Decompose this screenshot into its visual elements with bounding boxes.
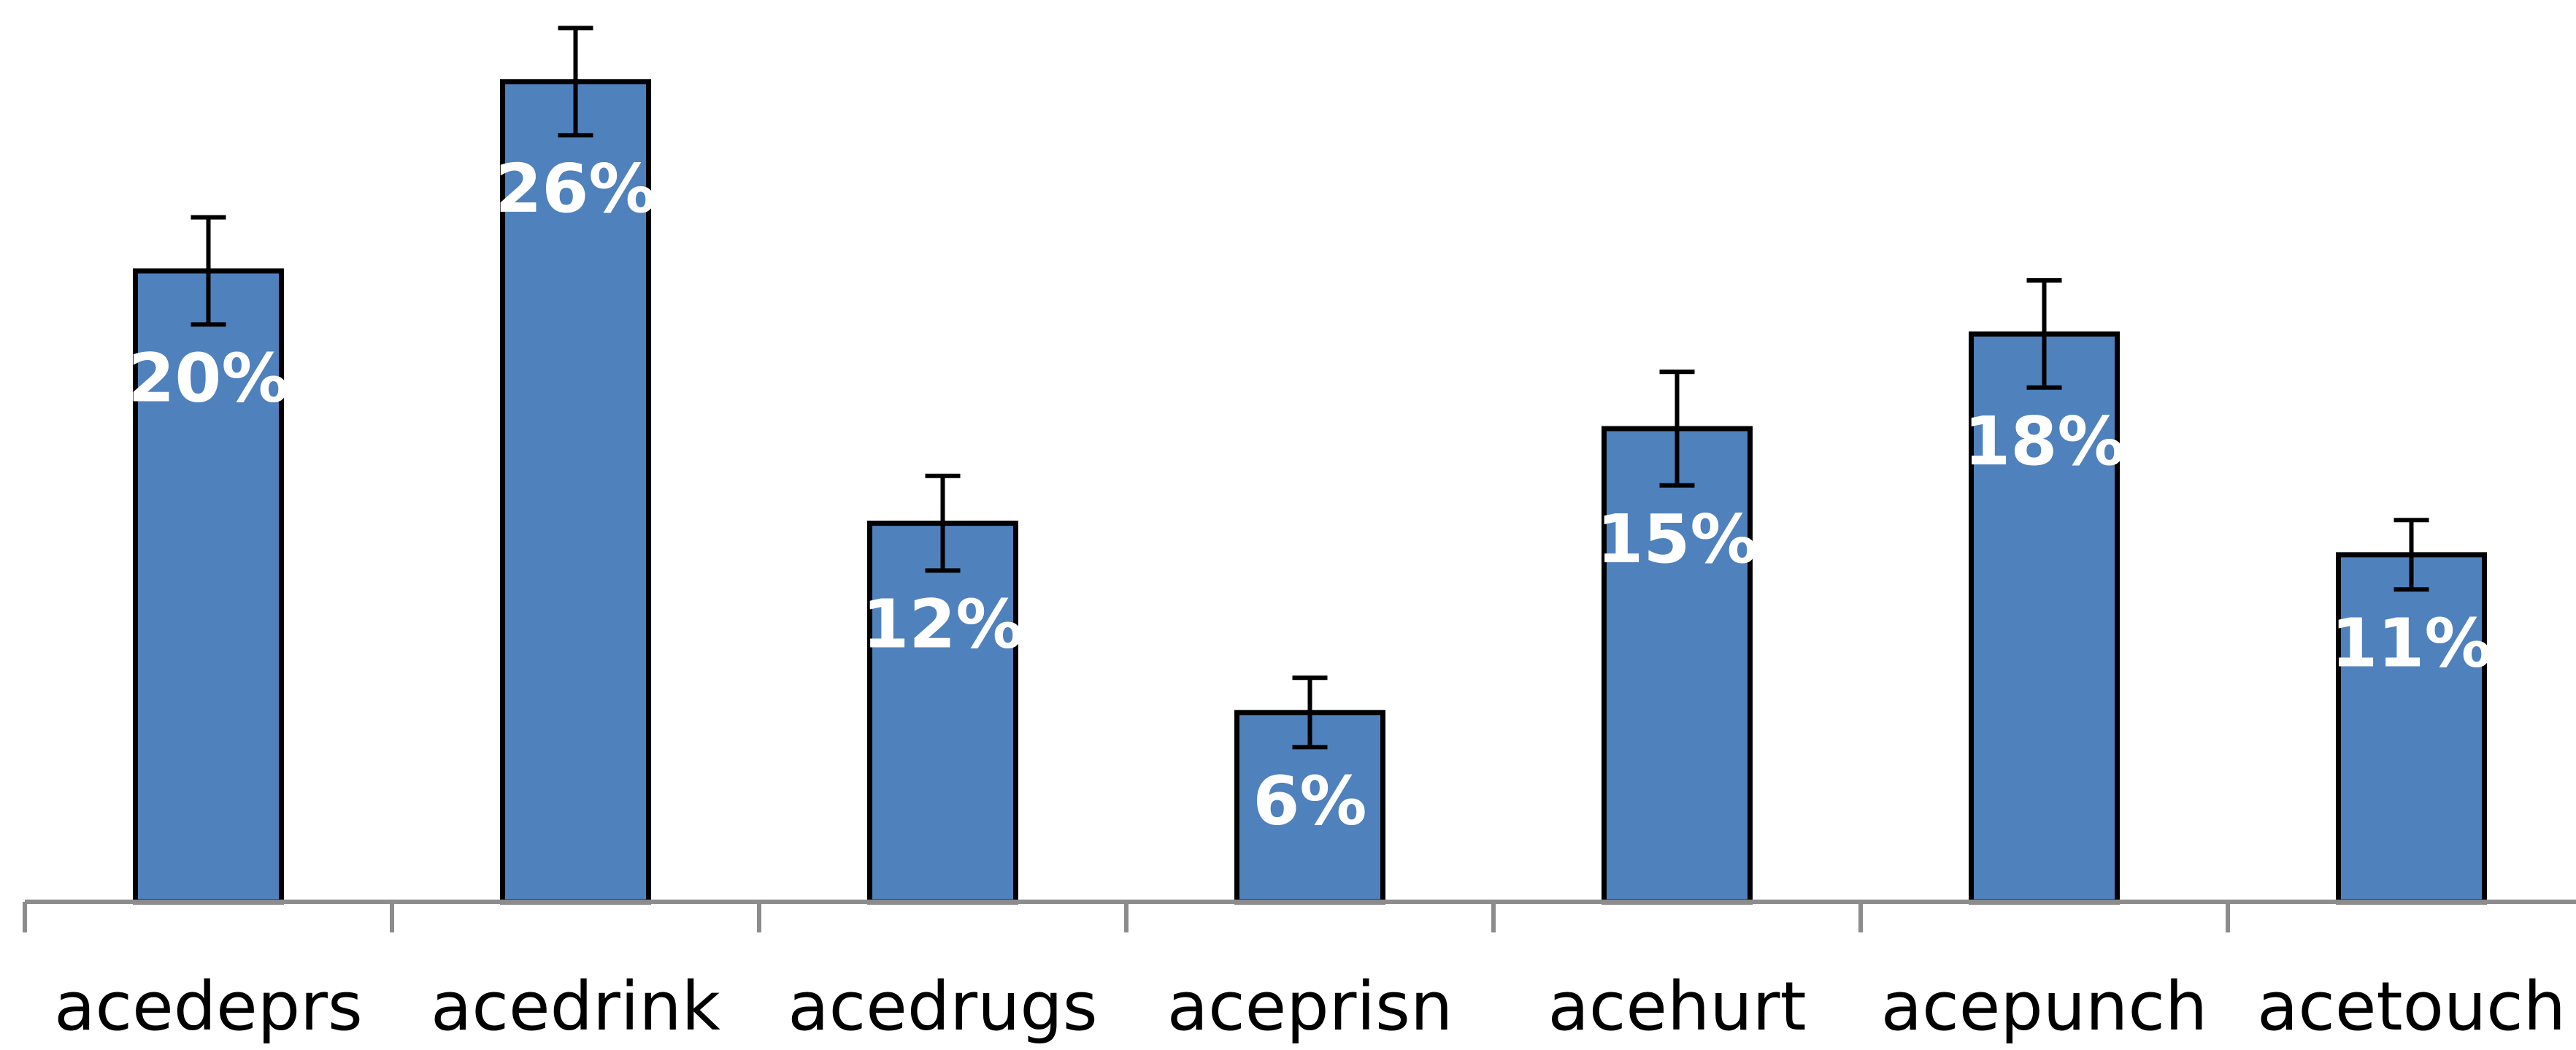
category-label-acetouch: acetouch: [2257, 967, 2566, 1046]
bar-acedeprs: [133, 268, 284, 905]
category-label-acedeprs: acedeprs: [54, 967, 363, 1046]
data-label-acehurt: 15%: [1596, 500, 1757, 578]
data-label-acetouch: 11%: [2331, 604, 2491, 682]
data-label-acedrugs: 12%: [862, 585, 1023, 663]
category-label-acepunch: acepunch: [1881, 967, 2207, 1046]
category-label-acedrink: acedrink: [431, 967, 721, 1046]
data-label-aceprisn: 6%: [1253, 762, 1366, 840]
category-label-acehurt: acehurt: [1547, 967, 1806, 1046]
data-label-acedrink: 26%: [495, 150, 655, 228]
category-label-acedrugs: acedrugs: [788, 967, 1097, 1046]
bar-acetouch: [2336, 552, 2487, 905]
category-label-aceprisn: aceprisn: [1167, 967, 1453, 1046]
bar-acedrugs: [867, 521, 1018, 905]
data-label-acepunch: 18%: [1964, 402, 2124, 480]
data-label-acedeprs: 20%: [128, 339, 288, 417]
